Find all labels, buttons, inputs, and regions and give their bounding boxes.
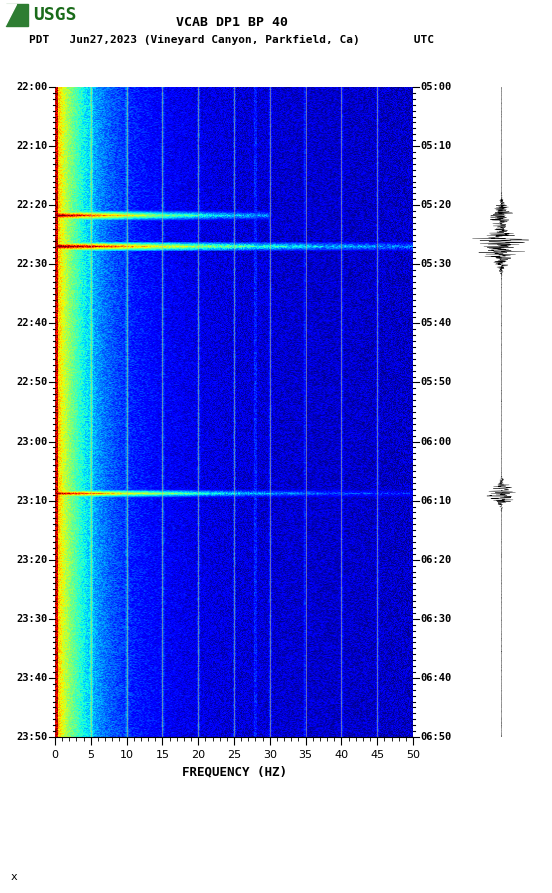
Text: 23:00: 23:00 [17,437,48,446]
Text: 23:40: 23:40 [17,673,48,683]
X-axis label: FREQUENCY (HZ): FREQUENCY (HZ) [182,766,286,779]
Text: 23:20: 23:20 [17,555,48,564]
Text: 22:20: 22:20 [17,200,48,210]
Text: 05:10: 05:10 [420,141,452,151]
Text: 22:30: 22:30 [17,259,48,270]
Text: 22:50: 22:50 [17,378,48,388]
Text: 05:40: 05:40 [420,319,452,329]
Text: 05:30: 05:30 [420,259,452,270]
Text: VCAB DP1 BP 40: VCAB DP1 BP 40 [176,15,288,29]
Text: 06:00: 06:00 [420,437,452,446]
Text: 06:20: 06:20 [420,555,452,564]
Text: PDT   Jun27,2023 (Vineyard Canyon, Parkfield, Ca)        UTC: PDT Jun27,2023 (Vineyard Canyon, Parkfie… [29,35,434,45]
Text: 06:50: 06:50 [420,732,452,742]
Text: 22:10: 22:10 [17,141,48,151]
Text: 23:10: 23:10 [17,496,48,505]
Text: 05:00: 05:00 [420,82,452,92]
Text: 05:50: 05:50 [420,378,452,388]
Text: 06:40: 06:40 [420,673,452,683]
Text: x: x [11,872,18,882]
Text: 22:40: 22:40 [17,319,48,329]
Text: 05:20: 05:20 [420,200,452,210]
Text: 23:50: 23:50 [17,732,48,742]
Text: 22:00: 22:00 [17,82,48,92]
Text: 06:10: 06:10 [420,496,452,505]
Text: USGS: USGS [33,6,77,24]
Text: 06:30: 06:30 [420,613,452,624]
Text: 23:30: 23:30 [17,613,48,624]
